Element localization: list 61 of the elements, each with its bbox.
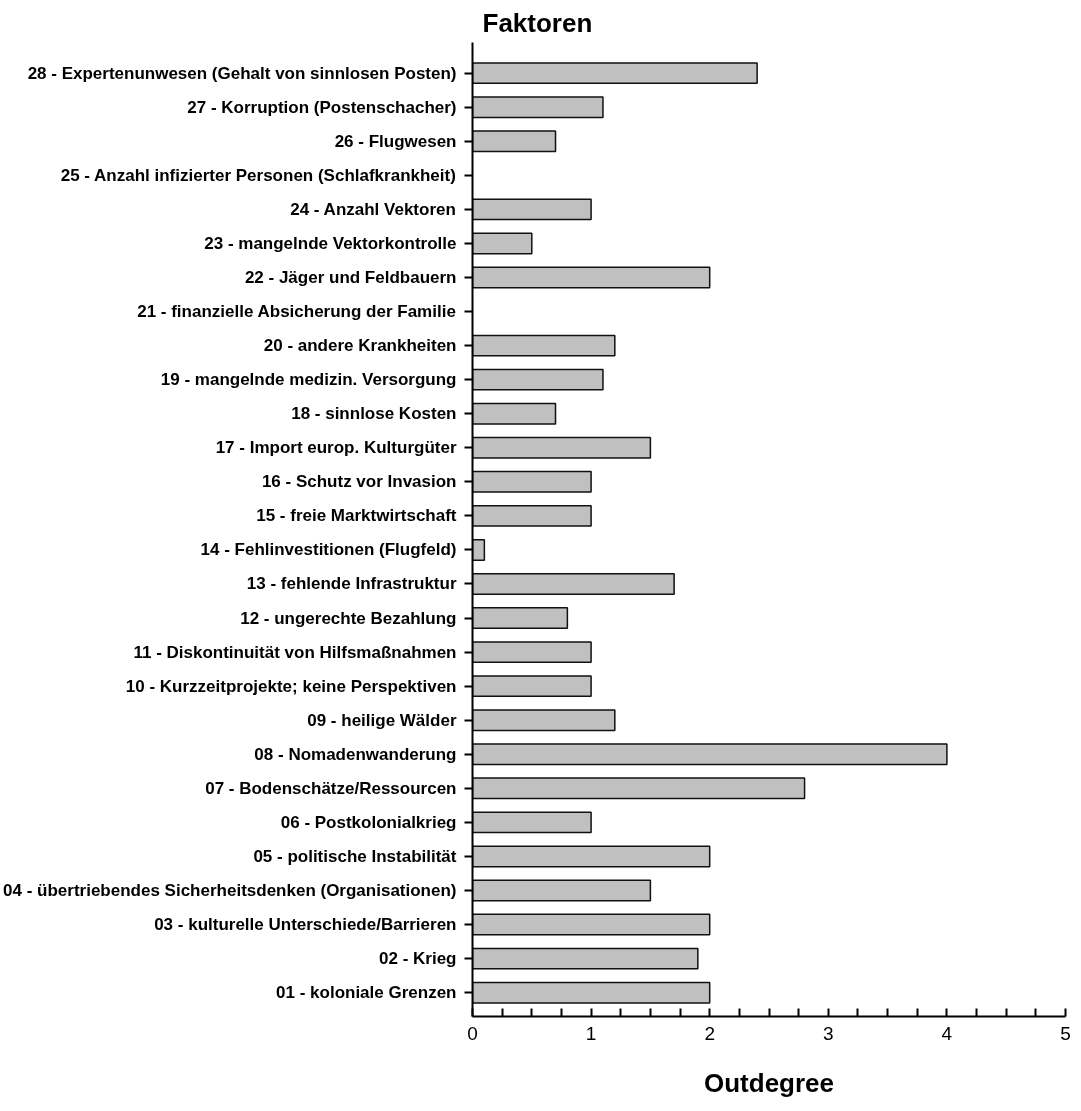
y-tick-label: 14 - Fehlinvestitionen (Flugfeld) bbox=[200, 540, 457, 560]
bar bbox=[472, 504, 592, 527]
y-tick-label: 15 - freie Marktwirtschaft bbox=[256, 506, 457, 526]
bar bbox=[472, 573, 675, 595]
y-tick-label: 08 - Nomadenwanderung bbox=[254, 744, 457, 764]
bar bbox=[472, 368, 604, 391]
bar bbox=[472, 402, 557, 425]
y-tick-label: 18 - sinnlose Kosten bbox=[291, 404, 457, 424]
y-tick-label: 17 - Import europ. Kulturgüter bbox=[215, 438, 457, 458]
bar bbox=[472, 232, 533, 255]
x-axis-title: Outdegree bbox=[703, 1067, 835, 1098]
y-tick-label: 10 - Kurzzeitprojekte; keine Perspektiven bbox=[125, 676, 457, 696]
bar bbox=[472, 641, 592, 664]
y-tick-label: 11 - Diskontinuität von Hilfsmaßnahmen bbox=[133, 642, 457, 662]
y-tick-label: 23 - mangelnde Vektorkontrolle bbox=[204, 233, 457, 253]
bar bbox=[472, 879, 652, 902]
bar bbox=[472, 470, 592, 493]
bar bbox=[472, 607, 569, 630]
x-tick-label: 2 bbox=[704, 1022, 715, 1044]
y-tick-label: 13 - fehlende Infrastruktur bbox=[246, 574, 457, 594]
y-tick-label: 24 - Anzahl Vektoren bbox=[290, 199, 456, 219]
bar bbox=[472, 743, 948, 766]
bar bbox=[472, 266, 711, 289]
y-tick-label: 07 - Bodenschätze/Ressourcen bbox=[205, 778, 457, 798]
y-tick-label: 20 - andere Krankheiten bbox=[263, 336, 457, 356]
bar bbox=[472, 709, 616, 732]
bar bbox=[472, 436, 652, 459]
y-tick-label: 05 - politische Instabilität bbox=[253, 846, 457, 866]
bar bbox=[472, 811, 592, 834]
bar bbox=[472, 675, 592, 698]
bar bbox=[472, 947, 699, 970]
y-tick-label: 04 - übertriebendes Sicherheitsdenken (Organisationen) bbox=[3, 880, 457, 900]
y-tick-label: 21 - finanzielle Absicherung der Familie bbox=[137, 302, 456, 322]
chart-title: Faktoren bbox=[482, 7, 593, 38]
y-tick-label: 02 - Krieg bbox=[379, 949, 457, 969]
bar bbox=[472, 981, 711, 1004]
y-tick-label: 03 - kulturelle Unterschiede/Barrieren bbox=[154, 915, 457, 935]
bar bbox=[472, 62, 758, 85]
y-tick-label: 26 - Flugwesen bbox=[334, 131, 457, 151]
bar bbox=[472, 334, 616, 357]
y-tick-label: 22 - Jäger und Feldbauern bbox=[244, 267, 457, 287]
y-tick-label: 28 - Expertenunwesen (Gehalt von sinnlosen Posten) bbox=[27, 63, 457, 83]
x-tick-label: 5 bbox=[1060, 1022, 1071, 1044]
y-tick-label: 25 - Anzahl infizierter Personen (Schlafkrankheit) bbox=[60, 165, 456, 185]
x-tick-label: 1 bbox=[585, 1022, 597, 1044]
y-tick-label: 19 - mangelnde medizin. Versorgung bbox=[160, 370, 457, 390]
bar bbox=[472, 96, 604, 119]
y-tick-label: 06 - Postkolonialkrieg bbox=[280, 812, 457, 832]
x-tick-label: 3 bbox=[823, 1022, 834, 1044]
bar bbox=[472, 913, 711, 936]
x-tick-label: 4 bbox=[941, 1022, 953, 1044]
y-tick-label: 12 - ungerechte Bezahlung bbox=[240, 608, 457, 628]
y-tick-label: 01 - koloniale Grenzen bbox=[276, 983, 457, 1003]
bar bbox=[472, 777, 806, 800]
bar bbox=[472, 198, 592, 221]
x-tick-label: 0 bbox=[467, 1022, 478, 1044]
y-tick-label: 09 - heilige Wälder bbox=[307, 710, 457, 730]
y-tick-label: 27 - Korruption (Postenschacher) bbox=[187, 97, 457, 117]
bar bbox=[472, 130, 557, 153]
y-tick-label: 16 - Schutz vor Invasion bbox=[261, 472, 457, 492]
bar bbox=[472, 845, 711, 868]
